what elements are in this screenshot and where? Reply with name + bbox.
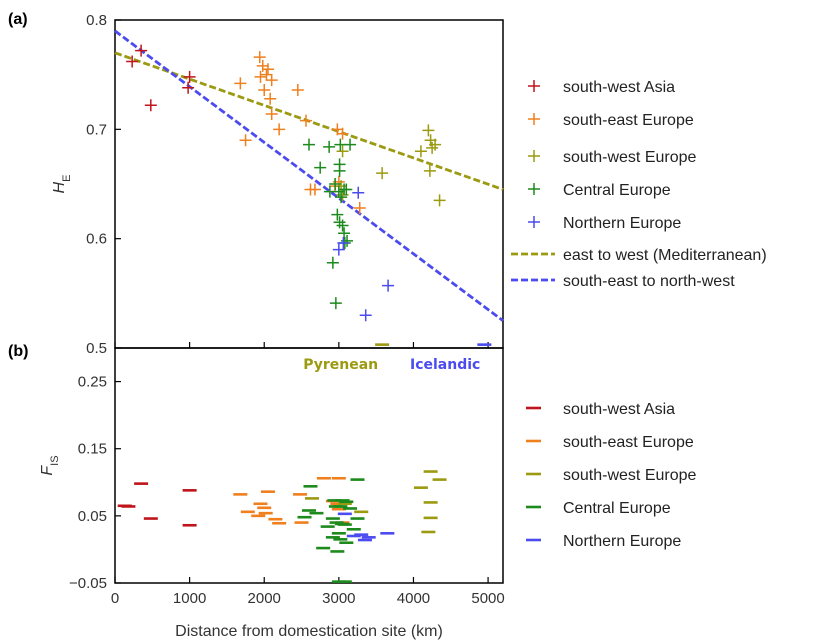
y-tick-label: 0.8 — [86, 12, 107, 29]
y-axis-label-fis: FIS — [39, 455, 61, 475]
data-point — [314, 161, 327, 174]
data-point — [239, 134, 252, 147]
legend-label: south-east Europe — [563, 112, 694, 129]
x-tick-label: 2000 — [248, 590, 281, 607]
legend-b: south-west Asia south-east Europe south-we… — [526, 401, 697, 550]
data-point — [264, 92, 277, 105]
data-point — [344, 138, 357, 151]
data-point — [332, 185, 345, 198]
y-tick-label: 0.5 — [86, 340, 107, 357]
data-point — [340, 183, 353, 196]
data-point — [144, 99, 157, 112]
data-point — [126, 55, 139, 68]
y-axis-label-he: HE — [51, 175, 73, 194]
trend-line — [114, 29, 504, 322]
data-point — [336, 219, 349, 232]
legend-marker — [528, 216, 540, 228]
x-tick-label: 3000 — [322, 590, 355, 607]
y-tick-label: 0.7 — [86, 121, 107, 138]
panel-b: 0.25 0.15 0.05 −0.050 1000 2000 3000 4000 5000 (b… — [8, 343, 505, 640]
legend-label: south-west Europe — [563, 467, 697, 484]
data-point — [308, 183, 321, 196]
legend-label: south-west Asia — [563, 79, 675, 96]
data-point — [336, 145, 349, 158]
legend-label: south-east to north-west — [563, 273, 735, 290]
panel-a-frame — [114, 19, 504, 349]
data-point — [359, 309, 372, 322]
legend-marker — [528, 80, 540, 92]
legend-label: Northern Europe — [563, 533, 681, 550]
y-tick-label: 0.05 — [78, 508, 107, 525]
y-tick-label: 0.15 — [78, 441, 107, 458]
data-point — [291, 83, 304, 96]
data-point — [254, 70, 267, 83]
data-point — [426, 141, 439, 154]
data-point — [333, 164, 346, 177]
data-point — [332, 243, 345, 256]
data-point — [422, 124, 435, 137]
data-point — [376, 167, 389, 180]
data-point — [382, 279, 395, 292]
data-point — [423, 164, 436, 177]
data-point — [333, 216, 346, 229]
data-point — [265, 74, 278, 87]
data-point — [300, 114, 313, 127]
data-point — [183, 70, 196, 83]
panel-label-b: (b) — [8, 343, 28, 360]
data-point — [234, 77, 247, 90]
x-axis-label: Distance from domestication site (km) — [175, 623, 443, 640]
legend-label: east to west (Mediterranean) — [563, 247, 767, 264]
panel-label-a: (a) — [8, 11, 28, 28]
data-point — [331, 208, 344, 221]
data-point — [433, 194, 446, 207]
legend-label: Central Europe — [563, 182, 671, 199]
x-tick-label: 1000 — [173, 590, 206, 607]
data-point — [182, 81, 195, 94]
x-tick-label: 0 — [111, 590, 119, 607]
data-point — [414, 145, 427, 158]
data-point — [265, 108, 278, 121]
data-point — [323, 140, 336, 153]
data-point — [303, 138, 315, 151]
y-axis-label-subscript: IS — [49, 455, 61, 465]
annotation-label: Icelandic — [410, 357, 480, 373]
data-point — [258, 83, 271, 96]
legend-marker — [528, 183, 540, 195]
data-point — [337, 237, 350, 250]
x-tick-label: 4000 — [397, 590, 430, 607]
y-tick-label: 0.25 — [78, 374, 107, 391]
legend-a: south-west Asia south-east Europe south-we… — [511, 79, 767, 290]
annotation-label: Pyrenean — [303, 357, 378, 373]
panel-b-frame — [114, 347, 504, 584]
y-tick-label: −0.05 — [69, 575, 107, 592]
data-point — [261, 63, 274, 76]
legend-marker — [528, 150, 540, 162]
data-point — [135, 44, 148, 57]
data-point — [352, 186, 365, 199]
legend-label: south-west Asia — [563, 401, 675, 418]
data-point — [273, 123, 286, 136]
legend-label: south-west Europe — [563, 149, 697, 166]
legend-label: Northern Europe — [563, 215, 681, 232]
legend-label: south-east Europe — [563, 434, 694, 451]
x-tick-label: 5000 — [471, 590, 504, 607]
data-point — [329, 297, 342, 310]
legend-label: Central Europe — [563, 500, 671, 517]
y-tick-label: 0.6 — [86, 231, 107, 248]
data-point — [326, 256, 339, 269]
data-point — [336, 127, 349, 140]
legend-marker — [528, 113, 540, 125]
data-point — [353, 202, 366, 215]
data-point — [253, 51, 266, 64]
data-point — [260, 68, 273, 81]
data-point — [335, 191, 348, 204]
y-axis-label-subscript: E — [61, 175, 73, 182]
panel-a: 0.8 0.7 0.6 0.5 (a) HE — [8, 11, 504, 357]
data-point — [329, 178, 342, 190]
